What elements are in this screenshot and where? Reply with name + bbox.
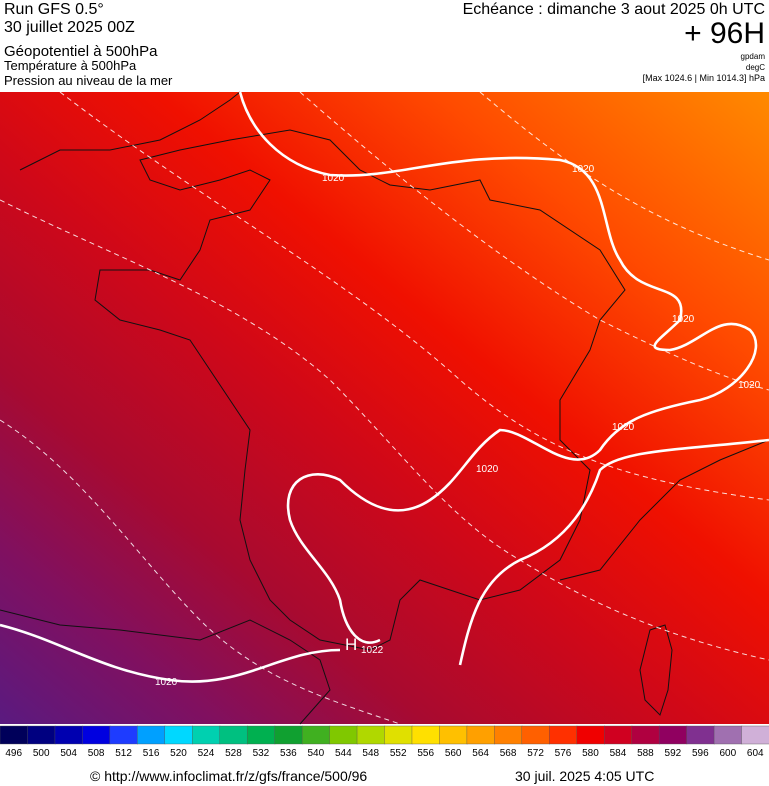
colorbar: 496 500 504 508 512 516 520 524 528 532 536 540 544 5… xyxy=(0,725,769,759)
colorbar-label: 604 xyxy=(747,748,764,759)
colorbar-swatch xyxy=(741,725,769,745)
colorbar-label: 568 xyxy=(500,748,517,759)
isobar-label: 1020 xyxy=(322,173,345,184)
colorbar-label: 592 xyxy=(665,748,682,759)
colorbar-swatch xyxy=(274,725,303,745)
colorbar-swatch xyxy=(411,725,441,745)
colorbar-label: 596 xyxy=(692,748,709,759)
colorbar-label: 544 xyxy=(335,748,352,759)
colorbar-label: 600 xyxy=(719,748,736,759)
colorbar-swatch xyxy=(109,725,139,745)
forecast-offset: + 96H xyxy=(684,17,765,50)
colorbar-label: 524 xyxy=(198,748,215,759)
colorbar-label: 500 xyxy=(33,748,50,759)
isobar-label: 1020 xyxy=(155,677,178,688)
isotherm xyxy=(299,91,769,391)
source-url[interactable]: © http://www.infoclimat.fr/z/gfs/france/… xyxy=(90,768,367,784)
isotherm xyxy=(0,419,401,725)
colorbar-label: 560 xyxy=(445,748,462,759)
colorbar-label: 516 xyxy=(143,748,160,759)
coastline xyxy=(94,129,626,651)
colorbar-label: 504 xyxy=(60,748,77,759)
colorbar-swatch xyxy=(631,725,660,745)
colorbar-label: 496 xyxy=(5,748,22,759)
colorbar-label: 572 xyxy=(527,748,544,759)
colorbar-label: 528 xyxy=(225,748,242,759)
colorbar-swatch xyxy=(604,725,633,745)
isobar-label: 1020 xyxy=(476,464,499,475)
coastline-spain xyxy=(0,609,331,725)
unit-temperature: degC xyxy=(746,63,765,72)
colorbar-swatch xyxy=(301,725,331,745)
isobar-label: 1020 xyxy=(572,164,595,175)
colorbar-swatch xyxy=(82,725,111,745)
colorbar-swatch xyxy=(329,725,358,745)
colorbar-swatch xyxy=(439,725,468,745)
isobar-label: 1020 xyxy=(672,314,695,325)
colorbar-swatch xyxy=(549,725,578,745)
colorbar-label: 552 xyxy=(390,748,407,759)
colorbar-label: 584 xyxy=(610,748,627,759)
isobar xyxy=(458,438,769,666)
colorbar-swatch xyxy=(576,725,605,745)
run-title: Run GFS 0.5° xyxy=(4,1,104,18)
colorbar-swatch xyxy=(27,725,56,745)
colorbar-swatch xyxy=(494,725,523,745)
colorbar-swatch xyxy=(219,725,248,745)
colorbar-swatch xyxy=(356,725,386,745)
coastline-uk xyxy=(19,91,241,171)
colorbar-swatch xyxy=(192,725,221,745)
colorbar-swatch xyxy=(246,725,276,745)
isotherm xyxy=(479,91,769,261)
colorbar-label: 520 xyxy=(170,748,187,759)
temperature-name: Température à 500hPa xyxy=(4,58,137,73)
colorbar-label: 540 xyxy=(307,748,324,759)
colorbar-label: 532 xyxy=(253,748,270,759)
unit-pressure: [Max 1024.6 | Min 1014.3] hPa xyxy=(643,73,765,83)
colorbar-label: 548 xyxy=(362,748,379,759)
header: Run GFS 0.5° 30 juillet 2025 00Z Géopote… xyxy=(4,1,765,88)
colorbar-swatch xyxy=(384,725,413,745)
colorbar-swatch xyxy=(137,725,166,745)
isobar-label: 1020 xyxy=(612,422,635,433)
isotherm xyxy=(0,199,769,661)
colorbar-swatch xyxy=(658,725,688,745)
pressure-name: Pression au niveau de la mer xyxy=(4,73,173,88)
colorbar-label: 588 xyxy=(637,748,654,759)
isobar-label: 1020 xyxy=(738,380,761,391)
colorbar-swatch xyxy=(54,725,84,745)
field-name: Géopotentiel à 500hPa xyxy=(4,43,158,60)
colorbar-swatch xyxy=(686,725,715,745)
colorbar-label: 580 xyxy=(582,748,599,759)
colorbar-swatch xyxy=(521,725,550,745)
coastline-italy xyxy=(559,439,769,581)
high-pressure-letter: H xyxy=(345,635,357,654)
colorbar-swatch xyxy=(164,725,193,745)
isobar xyxy=(238,91,758,644)
colorbar-label: 512 xyxy=(115,748,132,759)
coastline-corsica xyxy=(639,624,673,716)
run-date: 30 juillet 2025 00Z xyxy=(4,19,135,36)
colorbar-label: 508 xyxy=(88,748,105,759)
map: 1020 1020 1020 1020 1020 1020 1020 H 102… xyxy=(0,91,769,725)
unit-geopotential: gpdam xyxy=(741,52,766,61)
colorbar-swatch xyxy=(466,725,496,745)
temperature-field xyxy=(0,92,769,724)
high-pressure-value: 1022 xyxy=(361,645,384,656)
isotherm xyxy=(59,91,769,501)
colorbar-label: 564 xyxy=(472,748,489,759)
colorbar-label: 576 xyxy=(555,748,572,759)
colorbar-swatch xyxy=(0,725,29,745)
colorbar-label: 556 xyxy=(417,748,434,759)
colorbar-swatch xyxy=(713,725,743,745)
isobar xyxy=(0,623,341,683)
timestamp: 30 juil. 2025 4:05 UTC xyxy=(515,768,654,784)
colorbar-label: 536 xyxy=(280,748,297,759)
forecast-time: Echéance : dimanche 3 aout 2025 0h UTC xyxy=(463,1,765,18)
